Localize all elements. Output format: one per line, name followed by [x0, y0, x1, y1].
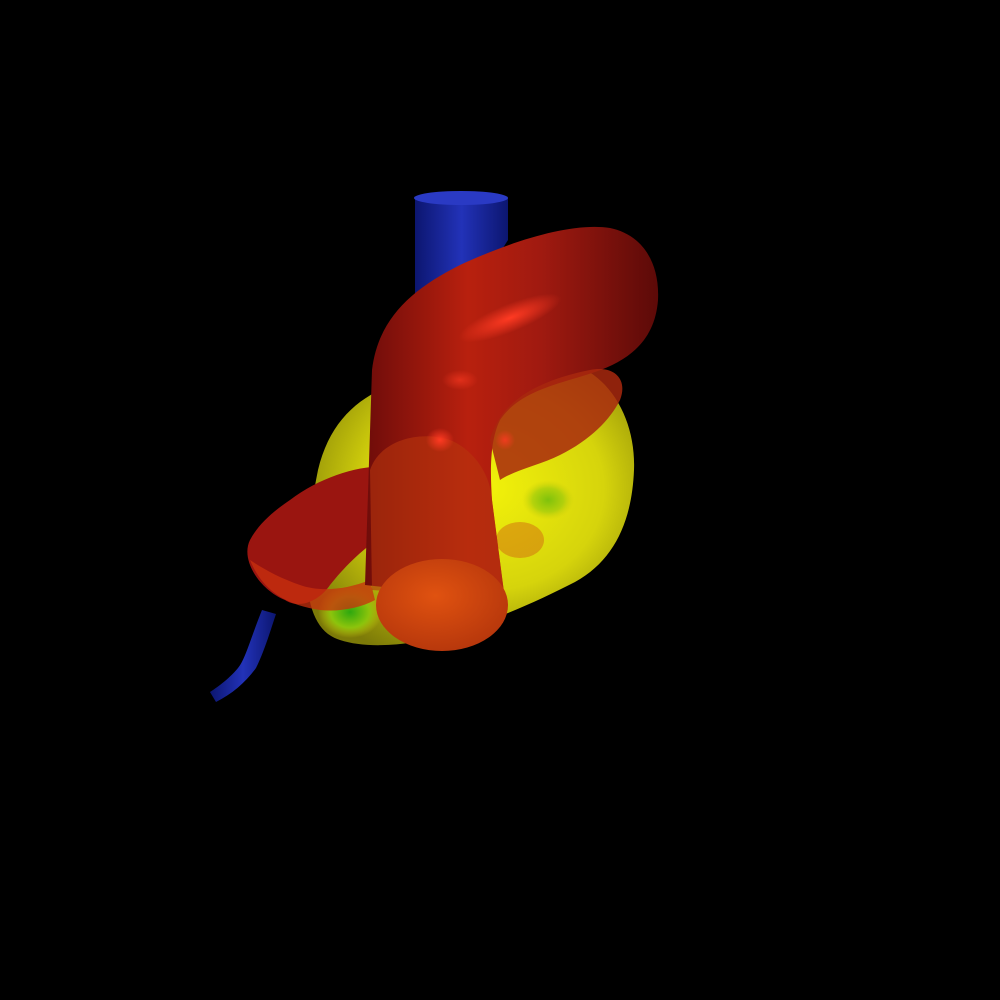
vein-vessel-lower	[210, 610, 276, 702]
aorta-cut-face	[376, 559, 508, 651]
aorta-arch	[365, 226, 659, 600]
